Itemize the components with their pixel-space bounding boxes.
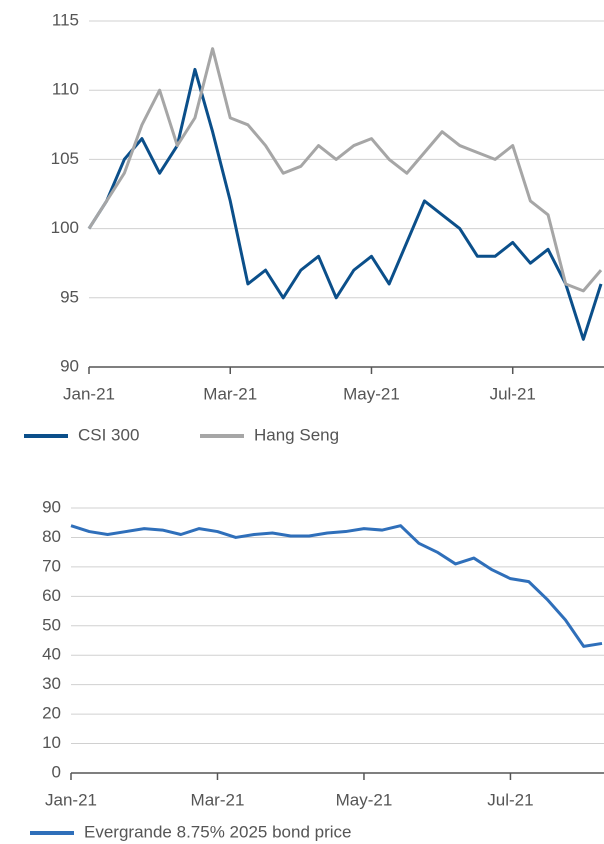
series-line [87,47,603,293]
y-tick-label: 0 [52,762,61,781]
y-tick-label: 50 [42,615,61,634]
y-tick-label: 60 [42,586,61,605]
x-tick-label: Jul-21 [490,384,536,403]
x-tick-label: May-21 [336,790,393,809]
y-tick-label: 40 [42,645,61,664]
series-line [87,67,603,341]
y-tick-label: 10 [42,733,61,752]
y-tick-label: 90 [60,356,79,375]
legend-label: CSI 300 [78,425,139,444]
y-tick-label: 80 [42,527,61,546]
y-tick-label: 100 [51,218,79,237]
legend-label: Evergrande 8.75% 2025 bond price [84,822,351,841]
x-tick-label: Jul-21 [487,790,533,809]
y-tick-label: 30 [42,674,61,693]
y-tick-label: 105 [51,149,79,168]
x-tick-label: Jan-21 [63,384,115,403]
x-tick-label: Mar-21 [203,384,257,403]
x-tick-label: May-21 [343,384,400,403]
y-tick-label: 90 [42,497,61,516]
y-tick-label: 70 [42,556,61,575]
y-tick-label: 95 [60,287,79,306]
y-tick-label: 110 [52,80,79,99]
y-tick-label: 115 [52,10,79,29]
y-tick-label: 20 [42,704,61,723]
legend-label: Hang Seng [254,425,339,444]
x-tick-label: Mar-21 [191,790,245,809]
series-line [70,524,603,648]
x-tick-label: Jan-21 [45,790,97,809]
